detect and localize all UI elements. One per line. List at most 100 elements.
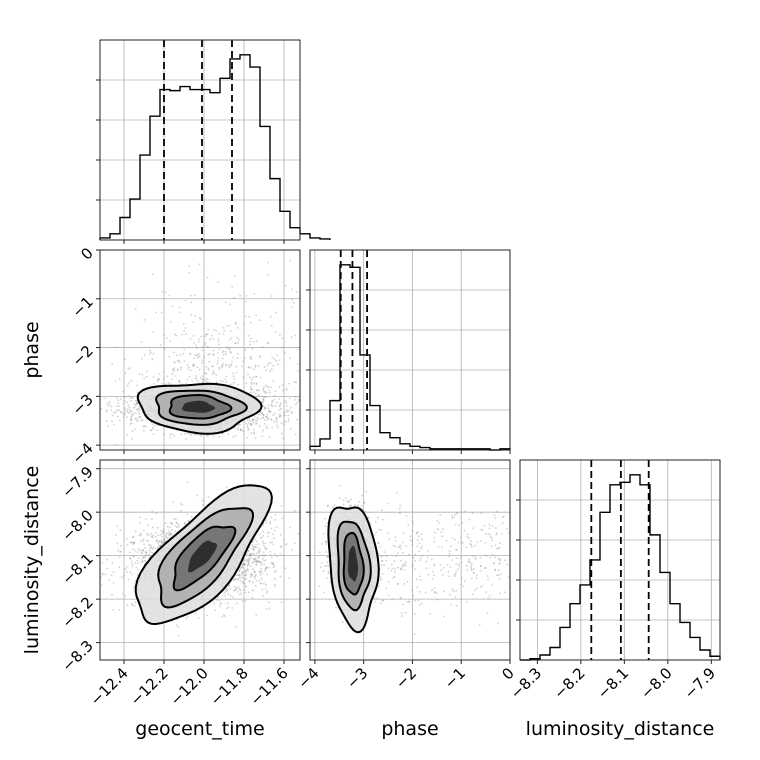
sample-point: [254, 546, 257, 548]
sample-point: [135, 402, 138, 405]
sample-point: [218, 368, 221, 371]
sample-point: [250, 381, 253, 384]
sample-point: [227, 433, 230, 435]
sample-point: [243, 559, 245, 562]
histogram-phase: [306, 249, 511, 454]
sample-point: [119, 550, 122, 553]
sample-point: [259, 582, 262, 585]
sample-point: [179, 366, 182, 369]
sample-point: [294, 433, 297, 436]
sample-point: [186, 513, 189, 516]
sample-point: [203, 356, 206, 358]
sample-point: [162, 377, 165, 380]
sample-point: [149, 546, 151, 549]
sample-point: [260, 537, 263, 539]
sample-point: [170, 534, 173, 537]
sample-point: [131, 604, 134, 606]
sample-point: [234, 274, 236, 277]
sample-point: [114, 411, 117, 413]
sample-point: [132, 535, 135, 538]
sample-point: [246, 569, 249, 572]
sample-point: [118, 409, 120, 412]
sample-point: [319, 378, 321, 380]
sample-point: [261, 588, 264, 591]
sample-point: [182, 352, 185, 355]
sample-point: [155, 539, 158, 541]
sample-point: [217, 338, 220, 340]
sample-point: [224, 378, 227, 381]
sample-point: [247, 564, 249, 567]
sample-point: [178, 381, 181, 384]
sample-point: [248, 417, 251, 420]
sample-point: [291, 299, 293, 301]
sample-point: [163, 538, 165, 541]
sample-point: [130, 422, 133, 425]
sample-point: [276, 421, 278, 424]
sample-point: [257, 550, 260, 552]
sample-point: [136, 569, 139, 571]
sample-point: [231, 356, 234, 359]
sample-point: [122, 402, 125, 405]
sample-point: [250, 424, 252, 426]
sample-point: [266, 532, 269, 534]
sample-point: [265, 566, 268, 569]
x-tick-label: −8.1: [594, 664, 632, 702]
sample-point: [276, 555, 278, 557]
sample-point: [105, 410, 108, 413]
sample-point: [252, 340, 255, 343]
sample-point: [137, 562, 139, 565]
sample-point: [178, 306, 181, 309]
sample-point: [124, 400, 127, 403]
sample-point: [254, 422, 257, 425]
sample-point: [225, 587, 228, 590]
sample-point: [276, 417, 278, 420]
sample-point: [224, 350, 227, 353]
sample-point: [253, 292, 256, 295]
sample-point: [255, 573, 257, 576]
sample-point: [264, 567, 267, 570]
sample-point: [275, 424, 278, 427]
sample-point: [128, 406, 131, 409]
sample-point: [245, 559, 247, 562]
sample-point: [222, 327, 225, 329]
sample-point: [272, 533, 274, 536]
sample-point: [244, 574, 247, 577]
sample-point: [251, 561, 254, 564]
sample-point: [160, 541, 163, 544]
sample-point: [267, 274, 270, 276]
sample-point: [265, 369, 268, 371]
sample-point: [254, 538, 257, 541]
sample-point: [205, 333, 207, 336]
sample-point: [245, 382, 248, 385]
sample-point: [152, 273, 154, 276]
sample-point: [135, 408, 138, 411]
sample-point: [144, 560, 147, 563]
sample-point: [187, 520, 190, 523]
sample-point: [293, 381, 296, 384]
sample-point: [269, 522, 272, 525]
sample-point: [132, 586, 135, 589]
sample-point: [266, 418, 269, 421]
sample-point: [142, 540, 145, 542]
sample-point: [263, 423, 266, 425]
sample-point: [236, 602, 238, 605]
sample-point: [140, 416, 143, 419]
sample-point: [312, 539, 314, 541]
sample-point: [267, 417, 270, 420]
sample-point: [272, 563, 274, 565]
sample-point: [200, 335, 203, 338]
sample-point: [228, 584, 231, 586]
sample-point: [144, 555, 147, 558]
sample-point: [236, 574, 238, 577]
sample-point: [271, 405, 274, 407]
sample-point: [256, 416, 259, 419]
sample-point: [179, 503, 182, 505]
sample-point: [130, 415, 133, 417]
sample-point: [144, 425, 147, 428]
sample-point: [136, 559, 139, 562]
sample-point: [263, 407, 266, 409]
sample-point: [260, 582, 263, 585]
sample-point: [143, 529, 145, 532]
sample-point: [217, 596, 220, 599]
sample-point: [160, 542, 163, 545]
